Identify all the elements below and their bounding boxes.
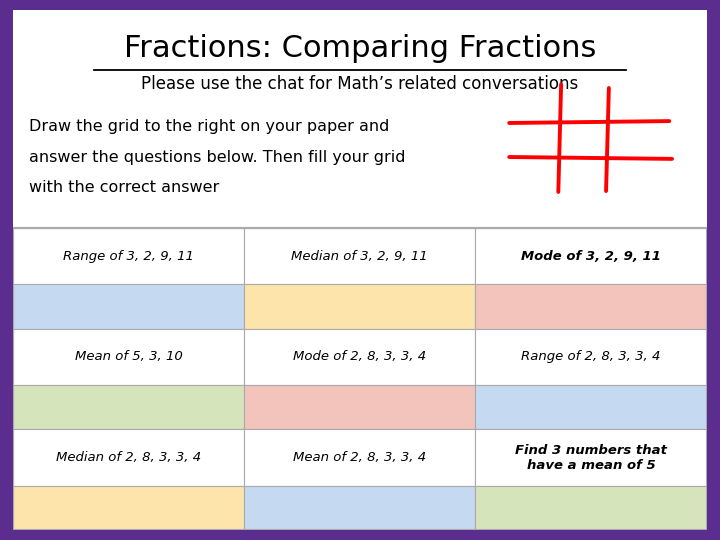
Bar [244,385,475,429]
Text: Mean of 5, 3, 10: Mean of 5, 3, 10 [75,350,182,363]
Bar [475,228,707,285]
Bar [13,329,244,385]
Text: Fractions: Comparing Fractions: Fractions: Comparing Fractions [124,34,596,63]
Bar [0,0,720,10]
Bar [13,228,244,285]
Text: Median of 2, 8, 3, 3, 4: Median of 2, 8, 3, 3, 4 [56,451,201,464]
Text: Mode of 2, 8, 3, 3, 4: Mode of 2, 8, 3, 3, 4 [293,350,426,363]
Bar [707,0,720,540]
Bar [244,228,475,285]
Bar [13,486,244,530]
Bar [0,530,720,540]
Bar [0,0,13,540]
Bar [475,429,707,486]
Bar [13,285,244,329]
Bar [475,486,707,530]
Text: Find 3 numbers that
have a mean of 5: Find 3 numbers that have a mean of 5 [515,444,667,472]
Bar [13,385,244,429]
Bar [13,228,707,530]
Bar [475,285,707,329]
Text: Mode of 3, 2, 9, 11: Mode of 3, 2, 9, 11 [521,249,661,262]
Text: Please use the chat for Math’s related conversations: Please use the chat for Math’s related c… [141,75,579,93]
Bar [244,486,475,530]
Text: answer the questions below. Then fill your grid: answer the questions below. Then fill yo… [29,150,405,165]
Bar [475,329,707,385]
Text: Range of 3, 2, 9, 11: Range of 3, 2, 9, 11 [63,249,194,262]
Text: Range of 2, 8, 3, 3, 4: Range of 2, 8, 3, 3, 4 [521,350,661,363]
Bar [244,429,475,486]
Bar [475,385,707,429]
Text: Mean of 2, 8, 3, 3, 4: Mean of 2, 8, 3, 3, 4 [293,451,426,464]
Bar [244,285,475,329]
Text: Draw the grid to the right on your paper and: Draw the grid to the right on your paper… [29,119,390,134]
Bar [244,329,475,385]
Text: with the correct answer: with the correct answer [29,180,219,195]
Text: Median of 3, 2, 9, 11: Median of 3, 2, 9, 11 [292,249,428,262]
Bar [13,429,244,486]
